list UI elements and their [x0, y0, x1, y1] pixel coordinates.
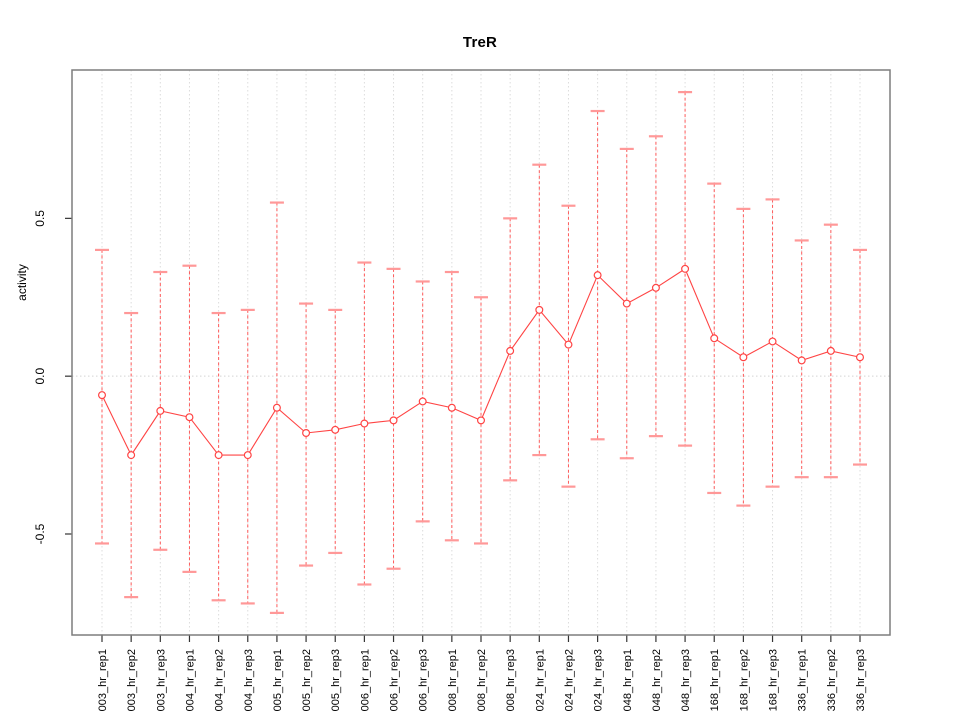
chart-title: TreR: [462, 34, 498, 51]
data-point: [710, 334, 719, 343]
y-tick-label: -0.5: [33, 523, 47, 544]
x-tick-label: 336_hr_rep3: [855, 649, 867, 711]
data-point: [797, 356, 806, 365]
x-tick-label: 024_hr_rep2: [563, 649, 575, 711]
x-tick-label: 336_hr_rep2: [826, 649, 838, 711]
x-tick-label: 024_hr_rep1: [534, 649, 546, 711]
data-point: [418, 397, 427, 406]
y-tick-label: 0.0: [33, 368, 47, 385]
x-tick-label: 024_hr_rep3: [593, 649, 605, 711]
data-point: [214, 451, 223, 460]
x-tick-label: 048_hr_rep2: [651, 649, 663, 711]
x-tick-label: 005_hr_rep1: [272, 649, 284, 711]
x-tick-label: 008_hr_rep2: [476, 649, 488, 711]
data-point: [768, 337, 777, 346]
data-point: [272, 403, 281, 412]
x-tick-label: 336_hr_rep1: [797, 649, 809, 711]
x-tick-label: 003_hr_rep1: [97, 649, 109, 711]
x-tick-label: 008_hr_rep1: [447, 649, 459, 711]
x-tick-label: 168_hr_rep2: [738, 649, 750, 711]
data-point: [506, 346, 515, 355]
y-axis-label: activity: [15, 264, 29, 301]
x-tick-label: 048_hr_rep1: [622, 649, 634, 711]
x-tick-label: 004_hr_rep2: [214, 649, 226, 711]
x-tick-label: 168_hr_rep1: [709, 649, 721, 711]
x-tick-label: 004_hr_rep3: [243, 649, 255, 711]
x-tick-label: 003_hr_rep2: [126, 649, 138, 711]
data-point: [127, 451, 136, 460]
data-point: [97, 391, 106, 400]
data-point: [622, 299, 631, 308]
x-tick-label: 003_hr_rep3: [155, 649, 167, 711]
x-tick-label: 004_hr_rep1: [184, 649, 196, 711]
x-tick-label: 005_hr_rep2: [301, 649, 313, 711]
x-tick-label: 168_hr_rep3: [768, 649, 780, 711]
data-point: [564, 340, 573, 349]
data-point: [651, 283, 660, 292]
x-tick-label: 006_hr_rep2: [389, 649, 401, 711]
data-point: [360, 419, 369, 428]
data-point: [593, 271, 602, 280]
data-point: [681, 264, 690, 273]
data-point: [185, 413, 194, 422]
data-point: [331, 425, 340, 434]
data-point: [243, 451, 252, 460]
x-tick-label: 006_hr_rep3: [418, 649, 430, 711]
data-point: [826, 346, 835, 355]
data-point: [389, 416, 398, 425]
y-tick-label: 0.5: [33, 210, 47, 227]
x-tick-label: 008_hr_rep3: [505, 649, 517, 711]
data-point: [855, 353, 864, 362]
x-tick-label: 006_hr_rep1: [359, 649, 371, 711]
data-point: [447, 403, 456, 412]
x-tick-label: 048_hr_rep3: [680, 649, 692, 711]
plot-border: [71, 69, 891, 636]
data-point: [156, 406, 165, 415]
data-point: [739, 353, 748, 362]
data-point: [535, 305, 544, 314]
data-point: [477, 416, 486, 425]
data-point: [302, 428, 311, 437]
x-tick-label: 005_hr_rep3: [330, 649, 342, 711]
